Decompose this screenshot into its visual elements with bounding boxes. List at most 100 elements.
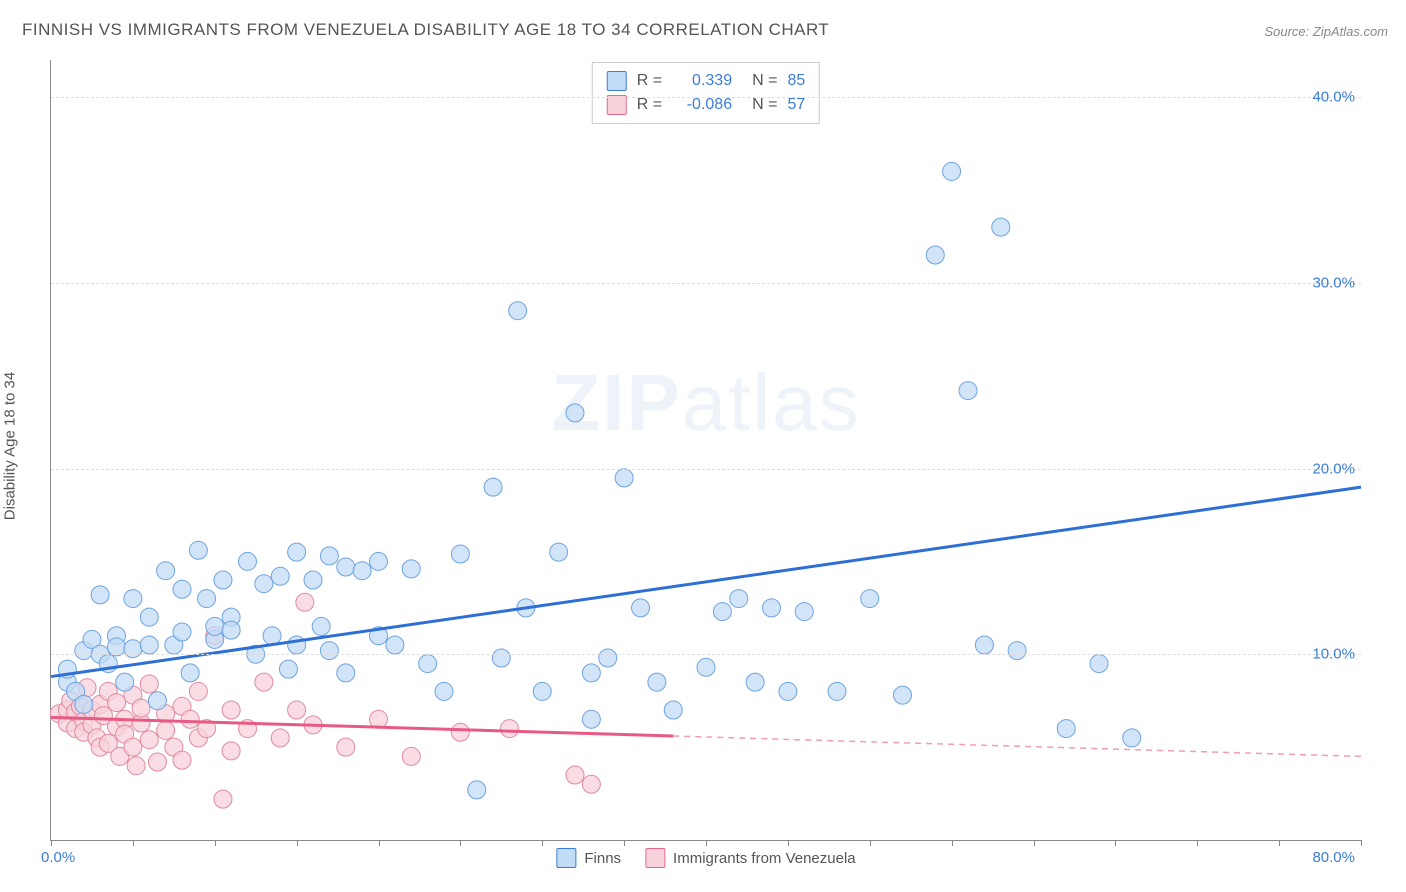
point-finns xyxy=(116,673,134,691)
y-axis-label: Disability Age 18 to 34 xyxy=(2,372,19,520)
point-venezuela xyxy=(124,738,142,756)
legend-label: Finns xyxy=(584,850,621,867)
point-finns xyxy=(181,664,199,682)
x-tick-label-max: 80.0% xyxy=(1312,849,1355,866)
point-finns xyxy=(124,590,142,608)
x-tick-label-min: 0.0% xyxy=(41,849,75,866)
point-finns xyxy=(402,560,420,578)
legend-label: Immigrants from Venezuela xyxy=(673,850,856,867)
point-finns xyxy=(492,649,510,667)
point-finns xyxy=(632,599,650,617)
point-finns xyxy=(894,686,912,704)
point-venezuela xyxy=(288,701,306,719)
x-tick xyxy=(870,840,871,846)
point-finns xyxy=(713,603,731,621)
point-finns xyxy=(271,567,289,585)
point-finns xyxy=(419,655,437,673)
point-venezuela xyxy=(222,742,240,760)
point-finns xyxy=(320,547,338,565)
trendline-venezuela-extrapolated xyxy=(673,736,1361,756)
point-finns xyxy=(926,246,944,264)
point-finns xyxy=(312,617,330,635)
point-venezuela xyxy=(108,694,126,712)
point-venezuela xyxy=(181,710,199,728)
point-finns xyxy=(173,623,191,641)
swatch-blue xyxy=(556,848,576,868)
point-finns xyxy=(959,382,977,400)
point-venezuela xyxy=(189,682,207,700)
gridline xyxy=(51,97,1361,98)
x-tick xyxy=(1197,840,1198,846)
point-finns xyxy=(648,673,666,691)
point-venezuela xyxy=(127,757,145,775)
point-finns xyxy=(582,664,600,682)
point-venezuela xyxy=(173,751,191,769)
point-finns xyxy=(189,541,207,559)
point-venezuela xyxy=(255,673,273,691)
point-venezuela xyxy=(214,790,232,808)
point-finns xyxy=(75,695,93,713)
point-venezuela xyxy=(140,731,158,749)
point-finns xyxy=(337,664,355,682)
point-venezuela xyxy=(501,720,519,738)
point-venezuela xyxy=(140,675,158,693)
point-finns xyxy=(288,543,306,561)
point-finns xyxy=(337,558,355,576)
x-tick xyxy=(788,840,789,846)
x-tick xyxy=(133,840,134,846)
point-finns xyxy=(1090,655,1108,673)
point-finns xyxy=(484,478,502,496)
point-finns xyxy=(697,658,715,676)
point-finns xyxy=(509,302,527,320)
point-finns xyxy=(763,599,781,617)
gridline xyxy=(51,469,1361,470)
point-finns xyxy=(140,608,158,626)
point-finns xyxy=(435,682,453,700)
point-finns xyxy=(795,603,813,621)
point-finns xyxy=(157,562,175,580)
point-finns xyxy=(370,552,388,570)
point-venezuela xyxy=(157,721,175,739)
point-finns xyxy=(279,660,297,678)
point-finns xyxy=(1008,642,1026,660)
x-tick xyxy=(379,840,380,846)
x-tick xyxy=(460,840,461,846)
point-finns xyxy=(214,571,232,589)
point-finns xyxy=(533,682,551,700)
swatch-pink xyxy=(645,848,665,868)
point-finns xyxy=(386,636,404,654)
point-venezuela xyxy=(132,699,150,717)
point-venezuela xyxy=(222,701,240,719)
x-tick xyxy=(297,840,298,846)
point-finns xyxy=(615,469,633,487)
legend-item-finns: Finns xyxy=(556,848,621,868)
point-finns xyxy=(198,590,216,608)
point-venezuela xyxy=(402,747,420,765)
y-tick-label: 30.0% xyxy=(1312,274,1355,291)
point-finns xyxy=(320,642,338,660)
point-finns xyxy=(206,617,224,635)
point-finns xyxy=(1123,729,1141,747)
source-attribution: Source: ZipAtlas.com xyxy=(1264,24,1388,39)
point-finns xyxy=(468,781,486,799)
chart-plot-area: ZIPatlas R = 0.339 N = 85 R = -0.086 N =… xyxy=(50,60,1361,841)
x-tick xyxy=(51,840,52,846)
x-tick xyxy=(1361,840,1362,846)
x-tick xyxy=(706,840,707,846)
x-tick xyxy=(1279,840,1280,846)
point-finns xyxy=(222,621,240,639)
point-finns xyxy=(599,649,617,667)
point-venezuela xyxy=(271,729,289,747)
y-tick-label: 20.0% xyxy=(1312,460,1355,477)
y-tick-label: 40.0% xyxy=(1312,89,1355,106)
point-finns xyxy=(239,552,257,570)
point-venezuela xyxy=(566,766,584,784)
point-finns xyxy=(451,545,469,563)
point-finns xyxy=(975,636,993,654)
point-finns xyxy=(943,162,961,180)
x-tick xyxy=(542,840,543,846)
point-finns xyxy=(828,682,846,700)
point-finns xyxy=(148,692,166,710)
point-finns xyxy=(255,575,273,593)
x-tick xyxy=(624,840,625,846)
